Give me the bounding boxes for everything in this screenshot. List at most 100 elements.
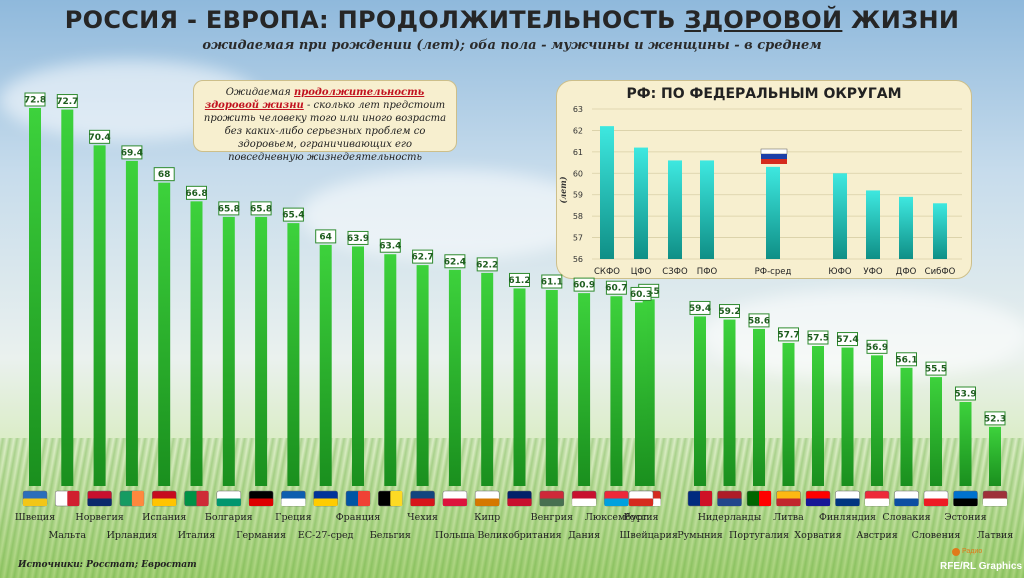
chart-subtitle: ожидаемая при рождении (лет); оба пола -…: [202, 38, 822, 53]
category-label-29: Словения: [912, 530, 961, 541]
category-label-7: Германия: [236, 530, 286, 541]
category-label-10: Франция: [336, 512, 380, 523]
bar-13: [448, 269, 461, 486]
category-label-27: Австрия: [856, 530, 898, 541]
value-label-14: 62.2: [476, 260, 498, 270]
flag-icon-24: [776, 490, 801, 507]
value-label-box-14: [476, 257, 498, 272]
source-note: Источники: Росстат; Евростат: [18, 560, 197, 570]
flag-icon-23: [746, 490, 772, 507]
value-label-box-16: [541, 274, 563, 289]
category-label-14: Кипр: [474, 512, 500, 523]
bar-22: [723, 319, 736, 486]
bar-24: [782, 342, 795, 486]
category-label-17: Дания: [568, 530, 600, 541]
bar-27: [871, 355, 883, 486]
value-label-box-28: [896, 352, 917, 367]
bar-6: [222, 216, 235, 486]
value-label-24: 57.7: [777, 330, 799, 340]
value-label-box-11: [379, 238, 401, 253]
flag-icon-18: [604, 490, 629, 507]
category-label-26: Финляндия: [819, 512, 876, 523]
value-label-0: 72.8: [24, 96, 46, 106]
bar-7: [255, 216, 268, 486]
value-label-box-30: [955, 386, 976, 401]
value-label-1: 72.7: [56, 97, 78, 107]
flag-icon-13: [442, 490, 468, 507]
bar-25: [812, 346, 824, 486]
inset-category-4: РФ-сред: [755, 267, 792, 277]
bar-11: [384, 254, 397, 486]
value-label-box-17: [573, 277, 595, 292]
inset-ytick-1: 57: [573, 234, 583, 243]
flag-icon-2: [87, 490, 112, 507]
inset-ytick-7: 63: [573, 105, 583, 114]
inset-category-6: УФО: [863, 267, 882, 277]
category-label-9: ЕС-27-сред: [298, 530, 354, 541]
flag-icon-10: [345, 490, 371, 507]
chart-title: РОССИЯ - ЕВРОПА: ПРОДОЛЖИТЕЛЬНОСТЬ ЗДОРО…: [64, 6, 960, 34]
flag-icon-14: [474, 490, 500, 507]
bar-23: [753, 328, 765, 486]
value-label-21: 59.4: [689, 304, 711, 314]
flag-icon-15: [507, 490, 532, 507]
value-label-box-4: [153, 167, 175, 182]
value-label-10: 63.9: [347, 234, 369, 244]
inset-bar-4: [766, 166, 780, 259]
value-label-box-6: [218, 201, 240, 216]
bar-12: [416, 265, 429, 486]
inset-bar-2: [668, 160, 682, 259]
value-label-17: 60.9: [573, 281, 595, 291]
brand-label: RFE/RL Graphics: [940, 561, 1023, 572]
category-label-0: Швеция: [15, 512, 55, 523]
value-label-box-7: [250, 201, 272, 216]
value-label-6: 65.8: [218, 204, 240, 214]
flag-icon-9: [313, 490, 338, 507]
value-label-25: 57.5: [807, 334, 829, 344]
value-label-box-3: [121, 145, 143, 160]
inset-category-7: ДФО: [896, 267, 917, 277]
flag-icon-22: [717, 490, 742, 507]
flag-icon-1: [55, 490, 80, 507]
value-label-26: 57.4: [836, 335, 858, 345]
flag-icon-30: [953, 490, 978, 507]
flag-icon-12: [410, 490, 435, 507]
bar-4: [158, 182, 171, 486]
value-label-3: 69.4: [121, 148, 143, 158]
value-label-box-13: [444, 254, 466, 269]
inset-ytick-5: 61: [573, 148, 583, 157]
category-label-13: Польша: [435, 530, 475, 541]
value-label-15: 61.2: [508, 276, 530, 286]
bar-21: [694, 316, 706, 486]
value-label-7: 65.8: [250, 204, 272, 214]
value-label-box-21: [689, 300, 711, 315]
russia-flag-icon: [760, 148, 788, 164]
flag-icon-26: [835, 490, 860, 507]
category-label-18: Люксембург: [585, 512, 648, 523]
inset-ylabel: (лет): [558, 176, 568, 203]
inset-bar-5: [833, 173, 847, 259]
category-label-21: Румыния: [677, 530, 723, 541]
definition-note: Ожидаемая продолжительность здоровой жиз…: [193, 80, 457, 163]
flag-icon-4: [151, 490, 177, 507]
inset-category-1: ЦФО: [631, 267, 652, 277]
value-label-9: 64: [319, 232, 332, 242]
bar-9: [319, 244, 332, 486]
inset-ytick-0: 56: [573, 255, 583, 264]
category-label-31: Латвия: [977, 530, 1014, 541]
value-label-22: 59.2: [718, 307, 740, 317]
value-label-18: 60.7: [605, 284, 627, 294]
bar-16: [545, 290, 558, 486]
flag-icon-5: [184, 490, 209, 507]
value-label-4: 68: [158, 170, 171, 180]
inset-category-5: ЮФО: [828, 267, 851, 277]
value-label-box-9: [315, 229, 337, 244]
value-label-16: 61.1: [541, 278, 563, 288]
value-label-11: 63.4: [379, 242, 401, 252]
radio-logo-label: Радио: [962, 548, 983, 555]
inset-bar-8: [933, 203, 947, 259]
category-label-20: Россия: [623, 512, 658, 523]
flag-icon-0: [22, 490, 48, 507]
bar-29: [930, 377, 942, 486]
